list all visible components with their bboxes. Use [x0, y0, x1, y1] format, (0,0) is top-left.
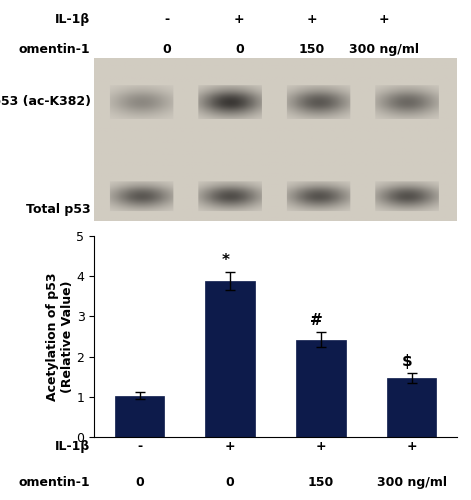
Y-axis label: Acetylation of p53
(Relative Value): Acetylation of p53 (Relative Value): [46, 272, 73, 400]
Text: IL-1β: IL-1β: [55, 13, 90, 26]
Text: +: +: [316, 440, 326, 453]
Text: Total p53: Total p53: [26, 203, 90, 216]
Text: +: +: [406, 440, 417, 453]
Text: +: +: [307, 13, 317, 26]
Text: 300 ng/ml: 300 ng/ml: [376, 476, 447, 488]
Bar: [114, 396, 164, 437]
Text: 0: 0: [162, 43, 171, 56]
Bar: [205, 281, 255, 437]
Text: omentin-1: omentin-1: [19, 476, 90, 488]
Text: 0: 0: [226, 476, 235, 488]
Text: 150: 150: [308, 476, 334, 488]
Text: 0: 0: [135, 476, 144, 488]
Bar: [296, 340, 346, 437]
Text: IL-1β: IL-1β: [55, 440, 90, 453]
Text: 0: 0: [235, 43, 244, 56]
Text: 150: 150: [299, 43, 325, 56]
Text: -: -: [137, 440, 142, 453]
Text: +: +: [234, 13, 244, 26]
Text: omentin-1: omentin-1: [19, 43, 90, 56]
Text: #: #: [310, 314, 323, 328]
Text: $: $: [402, 354, 412, 369]
Text: *: *: [222, 254, 230, 268]
Text: p53 (ac-K382): p53 (ac-K382): [0, 94, 90, 108]
Text: +: +: [379, 13, 390, 26]
Bar: [387, 378, 437, 437]
Text: +: +: [225, 440, 236, 453]
Text: -: -: [164, 13, 169, 26]
Text: 300 ng/ml: 300 ng/ml: [349, 43, 419, 56]
